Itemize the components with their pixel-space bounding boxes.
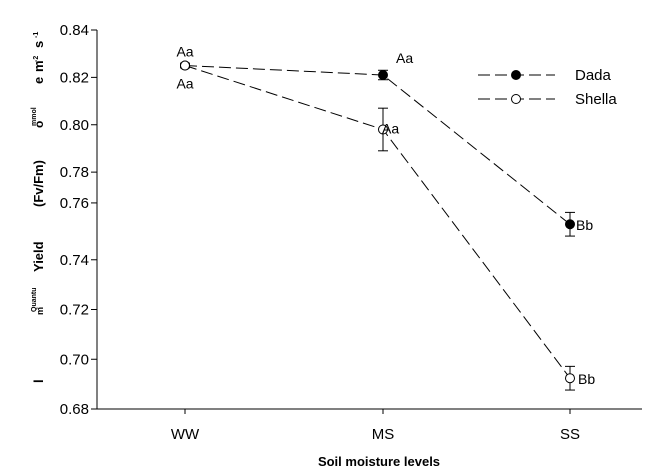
x-tick-label: SS (560, 426, 580, 443)
data-label: Aa (396, 50, 413, 66)
data-point (180, 60, 190, 71)
x-axis-title: Soil moisture levels (318, 454, 440, 469)
data-label: Bb (576, 217, 593, 233)
y-tick-label: 0.74 (60, 252, 89, 269)
data-point (565, 373, 575, 384)
y-tick-label: 0.84 (60, 22, 89, 39)
series-shella: Aa Aa Bb (176, 60, 595, 391)
data-point (565, 219, 575, 230)
data-point (378, 124, 388, 135)
y-label-fragment: Yield (31, 241, 46, 272)
series-layer: Aa Aa Bb Aa Aa Bb (176, 44, 595, 391)
legend-label: Shella (575, 91, 617, 108)
y-label-fragment: (Fv/Fm) (31, 160, 46, 207)
y-label-fragment: e (31, 77, 46, 84)
data-label: Aa (176, 44, 193, 60)
series-line (184, 65, 571, 379)
y-label-fragment: m (31, 60, 46, 72)
legend: Dada Shella (478, 67, 617, 108)
y-label-fragment: o (32, 121, 46, 128)
y-ticks: 0.84 0.82 0.80 0.78 0.76 0.74 0.72 0.70 0.68 (60, 22, 97, 418)
data-label: Bb (578, 371, 595, 387)
legend-marker (511, 70, 521, 80)
data-label: Aa (382, 120, 399, 136)
y-tick-label: 0.78 (60, 164, 89, 181)
y-tick-label: 0.76 (60, 195, 89, 212)
y-label-fragment: Quantu (31, 288, 38, 313)
series-dada: Aa Aa Bb (176, 44, 593, 237)
y-tick-label: 0.80 (60, 117, 89, 134)
y-tick-label: 0.82 (60, 69, 89, 86)
y-label-fragment: mmol (31, 107, 38, 126)
series-line (184, 65, 571, 225)
legend-label: Dada (575, 67, 612, 84)
axes (96, 30, 642, 410)
y-tick-label: 0.70 (60, 351, 89, 368)
x-tick-label: MS (372, 426, 395, 443)
data-label: Aa (176, 76, 193, 92)
y-label-fragment: m (35, 307, 45, 315)
y-tick-label: 0.72 (60, 302, 89, 319)
data-point (378, 70, 388, 81)
y-tick-label: 0.68 (60, 401, 89, 418)
y-label-fragment: s (31, 41, 46, 48)
y-label-fragment: -2 (33, 56, 40, 62)
y-axis-title: m -2 s -1 e mmol o (Fv/Fm) Yield Quantu … (31, 32, 46, 383)
y-label-fragment: -1 (33, 32, 40, 38)
x-tick-label: WW (171, 426, 200, 443)
x-ticks: WW MS SS (171, 409, 580, 443)
y-label-fragment: l (31, 379, 46, 383)
legend-marker (511, 94, 521, 104)
